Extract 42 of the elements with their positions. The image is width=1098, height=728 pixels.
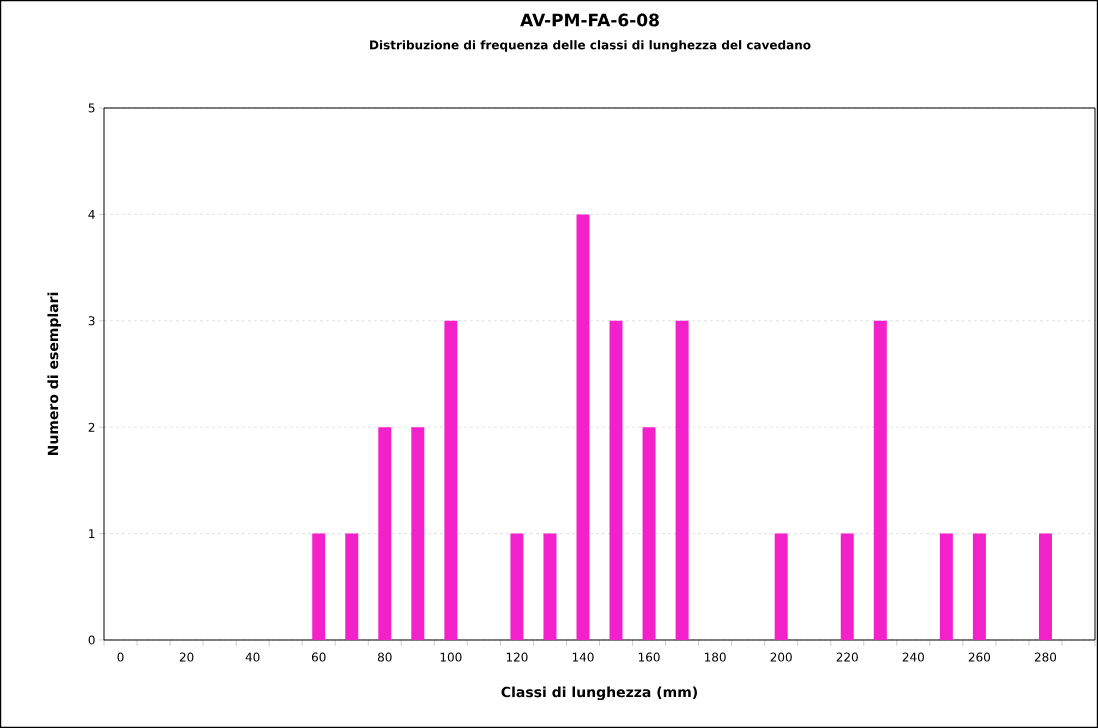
x-tick-label: 220 [836,652,858,662]
bar [411,427,425,640]
chart-subtitle: Distribuzione di frequenza delle classi di lunghezza del cavedano [370,40,811,52]
chart-title: AV-PM-FA-6-08 [520,13,659,27]
bar [576,214,590,640]
bar [345,533,359,640]
bar [873,320,887,640]
x-tick-label: 20 [179,652,194,662]
x-tick-label: 200 [770,652,792,662]
x-tick-label: 0 [117,652,124,662]
y-tick-label: 4 [88,210,95,219]
bar [543,533,557,640]
y-tick-label: 2 [88,422,95,432]
bar [312,533,326,640]
y-tick-label: 3 [88,316,95,326]
bar [939,533,953,640]
x-tick-label: 160 [638,652,660,662]
bar [1038,533,1052,640]
y-axis-title: Numero di esemplari [47,292,61,456]
bar [609,320,623,640]
x-tick-label: 40 [245,652,260,662]
bar [972,533,986,640]
bar [378,427,392,640]
bar [774,533,788,640]
x-tick-label: 80 [377,652,392,662]
x-tick-label: 280 [1034,652,1057,662]
bar [444,320,458,640]
y-tick-label: 5 [88,103,95,113]
y-tick-label: 0 [88,635,95,645]
x-tick-label: 260 [968,652,991,662]
x-axis-title: Classi di lunghezza (mm) [501,686,697,701]
bar [510,533,524,640]
y-tick-label: 1 [89,529,95,538]
x-tick-label: 180 [704,652,726,662]
bar [642,427,656,640]
x-tick-label: 140 [572,652,594,662]
x-tick-label: 60 [311,652,326,662]
bar [675,320,689,640]
x-tick-label: 240 [902,652,924,662]
bar [840,533,854,640]
x-tick-label: 120 [506,652,528,662]
x-tick-label: 100 [440,652,462,662]
